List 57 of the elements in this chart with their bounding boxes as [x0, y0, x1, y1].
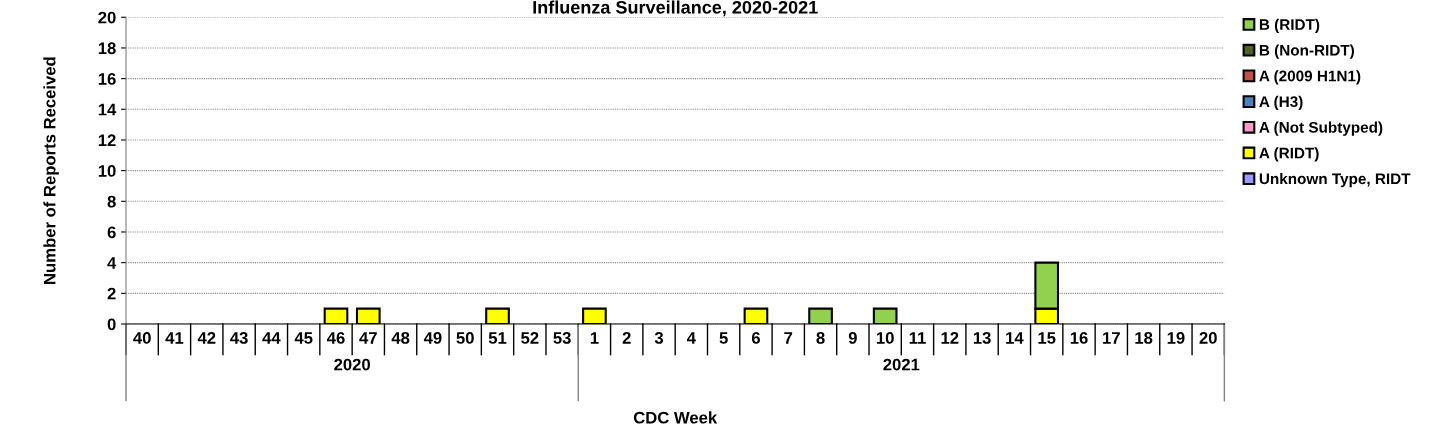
y-tick-label: 4	[107, 257, 117, 269]
x-tick-label: 48	[391, 332, 410, 344]
x-tick-label: 40	[133, 332, 151, 344]
y-tick-label: 12	[98, 134, 116, 147]
legend-label: B (Non-RIDT)	[1259, 44, 1354, 59]
x-tick-label: 5	[719, 332, 728, 344]
legend-label: B (RIDT)	[1259, 18, 1320, 33]
x-tick-label: 19	[1167, 332, 1185, 344]
y-tick-label: 6	[107, 226, 116, 239]
y-tick-label: 8	[107, 195, 116, 208]
x-tick-label: 12	[941, 332, 959, 344]
y-axis-title: Number of Reports Received	[43, 57, 59, 284]
x-tick-label: 2	[622, 332, 631, 344]
x-tick-label: 18	[1135, 332, 1153, 344]
chart-title: Influenza Surveillance, 2020-2021	[533, 0, 818, 17]
x-axis-title: CDC Week	[633, 411, 718, 424]
x-tick-label: 1	[590, 332, 599, 344]
text: 2020	[334, 358, 370, 371]
y-tick-label: 2	[107, 287, 116, 300]
y-tick-label: 14	[98, 103, 117, 116]
legend-label: A (H3)	[1259, 95, 1303, 111]
legend-label: Unknown Type, RIDT	[1259, 172, 1411, 188]
x-tick-label: 42	[197, 332, 216, 344]
y-tick-label: 18	[98, 42, 116, 55]
x-tick-label: 16	[1070, 332, 1088, 344]
x-tick-label: 47	[359, 332, 377, 344]
x-tick-label: 3	[654, 332, 664, 344]
x-tick-label: 11	[909, 332, 926, 344]
x-tick-label: 46	[326, 332, 345, 344]
legend-label: A (2009 H1N1)	[1259, 70, 1361, 85]
x-tick-label: 53	[553, 332, 571, 344]
x-tick-label: 41	[165, 332, 184, 344]
x-tick-label: 4	[686, 332, 696, 344]
x-tick-label: 50	[456, 332, 474, 344]
x-tick-label: 6	[751, 332, 760, 344]
x-tick-label: 9	[848, 332, 857, 344]
x-tick-label: 17	[1103, 332, 1120, 344]
x-tick-label: 10	[876, 332, 894, 344]
x-tick-label: 8	[816, 332, 825, 344]
y-tick-label: 0	[107, 318, 116, 331]
legend-label: A (RIDT)	[1259, 147, 1319, 162]
x-tick-label: 43	[230, 332, 248, 344]
x-tick-label: 49	[423, 332, 442, 344]
y-tick-label: 10	[98, 165, 116, 177]
x-tick-label: 13	[973, 332, 991, 344]
y-tick-label: 20	[98, 11, 116, 24]
x-tick-label: 14	[1006, 332, 1024, 344]
x-tick-label: 51	[488, 332, 507, 344]
x-tick-label: 44	[262, 332, 281, 344]
x-tick-label: 7	[784, 332, 793, 344]
x-tick-label: 45	[294, 332, 313, 344]
x-tick-label: 20	[1199, 332, 1217, 344]
y-tick-label: 16	[98, 73, 116, 85]
legend-label: A (Not Subtyped)	[1259, 121, 1383, 136]
text: 2021	[883, 358, 920, 371]
x-tick-label: 15	[1038, 332, 1056, 344]
x-tick-label: 52	[521, 332, 539, 344]
